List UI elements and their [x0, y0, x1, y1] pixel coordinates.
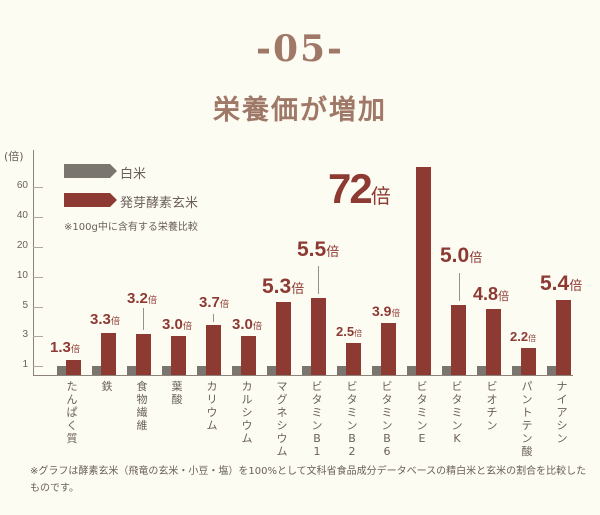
category-label: 葉酸 — [171, 380, 183, 406]
category-label: ビタミンK — [451, 380, 463, 445]
bar-white-rice — [267, 366, 277, 375]
bar-white-rice — [57, 366, 67, 375]
bar-white-rice — [372, 366, 382, 375]
category-label: カルシウム — [241, 380, 253, 445]
value-label: 5.4倍 — [540, 272, 583, 295]
value-label: 5.0倍 — [440, 244, 483, 267]
y-tick — [33, 277, 43, 278]
value-label: 3.2倍 — [127, 290, 158, 307]
bar-white-rice — [407, 366, 417, 375]
category-label: 食物繊維 — [136, 380, 148, 432]
bar-white-rice — [442, 366, 452, 375]
value-label: 3.3倍 — [90, 311, 121, 328]
y-tick-label: 10 — [16, 270, 28, 281]
bar-brown-rice — [556, 300, 571, 375]
value-label: 5.3倍 — [262, 275, 305, 298]
bar-brown-rice — [101, 333, 116, 375]
leader-line — [459, 273, 460, 301]
category-label: 鉄 — [101, 380, 113, 393]
y-axis — [33, 150, 34, 376]
bar-white-rice — [92, 366, 102, 375]
value-label: 4.8倍 — [473, 284, 510, 304]
y-axis-unit: (倍) — [4, 150, 24, 163]
y-tick-label: 3 — [22, 329, 28, 340]
y-tick — [33, 307, 43, 308]
bar-white-rice — [512, 366, 522, 375]
bar-brown-rice — [206, 325, 221, 375]
bar-white-rice — [232, 366, 242, 375]
y-tick-label: 1 — [22, 359, 28, 370]
x-axis — [33, 375, 573, 376]
bar-brown-rice — [171, 336, 186, 375]
bar-brown-rice — [381, 323, 396, 375]
category-label: たんぱく質 — [66, 380, 78, 445]
section-number: -05- — [256, 28, 344, 70]
category-label: ビタミンE — [416, 380, 428, 445]
bar-brown-rice — [486, 309, 501, 375]
value-label-highlight: 72倍 — [328, 165, 391, 212]
value-label: 2.5倍 — [336, 324, 363, 339]
y-tick — [33, 336, 43, 337]
value-label: 3.7倍 — [199, 294, 230, 311]
y-tick — [33, 187, 43, 188]
bar-white-rice — [197, 366, 207, 375]
value-label: 5.5倍 — [297, 238, 340, 261]
bar-brown-rice — [451, 305, 466, 375]
bar-brown-rice — [136, 334, 151, 375]
bar-brown-rice — [416, 167, 431, 375]
bar-brown-rice — [241, 336, 256, 375]
legend-label-white-rice: 白米 — [120, 167, 147, 182]
category-label: パントテン酸 — [521, 380, 533, 458]
legend-note: ※100g中に含有する栄養比較 — [64, 222, 198, 233]
category-label: ナイアシン — [556, 380, 568, 445]
category-label: ビオチン — [486, 380, 498, 432]
leader-line — [213, 314, 214, 322]
bar-brown-rice — [276, 302, 291, 375]
page-title: 栄養価が増加 — [213, 95, 387, 126]
y-tick-label: 60 — [16, 180, 28, 191]
y-tick-label: 5 — [22, 300, 28, 311]
y-tick-label: 20 — [16, 240, 28, 251]
bar-white-rice — [302, 366, 312, 375]
value-label: 2.2倍 — [510, 329, 537, 344]
category-label: ビタミンB2 — [346, 380, 358, 458]
category-label: マグネシウム — [276, 380, 288, 458]
bar-brown-rice — [521, 348, 536, 375]
bar-brown-rice — [66, 360, 81, 375]
value-label: 3.0倍 — [162, 316, 193, 333]
legend-swatch-brown-rice — [64, 193, 117, 207]
legend-swatch-white-rice — [64, 164, 117, 178]
y-tick — [33, 366, 43, 367]
category-label: カリウム — [206, 380, 218, 432]
category-label: ビタミンB1 — [311, 380, 323, 458]
leader-line — [143, 308, 144, 330]
category-label: ビタミンB6 — [381, 380, 393, 458]
value-label: 3.0倍 — [232, 316, 263, 333]
bar-white-rice — [477, 366, 487, 375]
y-tick — [33, 247, 43, 248]
leader-line — [318, 266, 319, 294]
value-label: 3.9倍 — [372, 303, 401, 319]
bar-white-rice — [337, 366, 347, 375]
bar-white-rice — [127, 366, 137, 375]
footnote: ※グラフは酵素玄米（飛竜の玄米・小豆・塩）を100%として文科省食品成分データベ… — [30, 466, 587, 494]
y-tick — [33, 217, 43, 218]
legend-label-brown-rice: 発芽酵素玄米 — [120, 196, 199, 211]
bar-brown-rice — [346, 343, 361, 375]
bar-brown-rice — [311, 298, 326, 375]
bar-white-rice — [547, 366, 557, 375]
bar-white-rice — [162, 366, 172, 375]
value-label: 1.3倍 — [50, 339, 81, 356]
y-tick-label: 40 — [16, 210, 28, 221]
